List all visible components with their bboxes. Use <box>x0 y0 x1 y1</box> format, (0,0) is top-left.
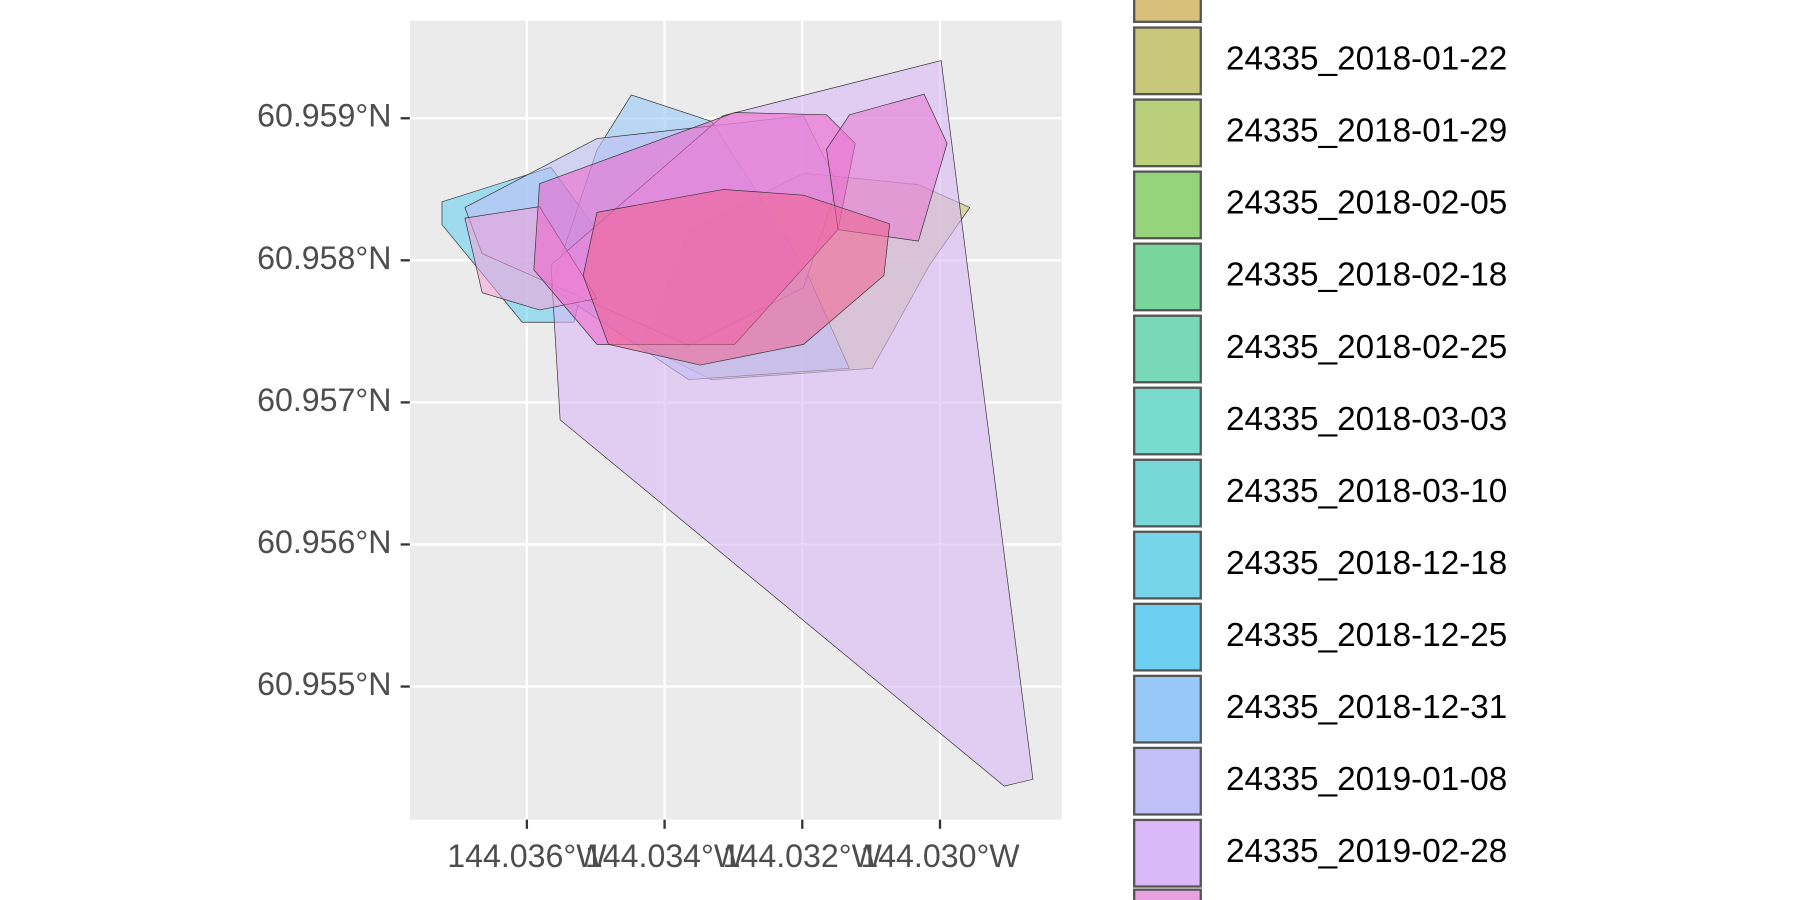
y-tick-label: 60.958°N <box>257 240 391 276</box>
legend-swatch <box>1133 674 1202 744</box>
polygon <box>582 189 891 366</box>
legend-label: 24335_2018-01-22 <box>1226 41 1507 78</box>
y-tick-label: 60.959°N <box>257 98 391 134</box>
legend-label: 24335_2018-01-29 <box>1226 113 1507 150</box>
legend-swatch <box>1133 0 1202 23</box>
legend-swatch <box>1133 242 1202 312</box>
legend-swatch <box>1133 888 1202 900</box>
legend: 24335_2018-01-22 24335_2018-01-29 24335_20… <box>1133 0 1507 900</box>
y-tick-label: 60.956°N <box>257 524 391 560</box>
legend-label: 24335_2018-12-31 <box>1226 689 1507 726</box>
legend-swatch <box>1133 26 1202 96</box>
legend-label: 24335_2018-02-05 <box>1226 185 1507 222</box>
legend-label: 24335_2018-02-18 <box>1226 257 1507 294</box>
legend-swatch <box>1133 170 1202 240</box>
legend-swatch <box>1133 458 1202 528</box>
legend-swatch <box>1133 98 1202 168</box>
legend-swatch <box>1133 314 1202 384</box>
legend-label: 24335_2018-03-10 <box>1226 473 1507 510</box>
y-tick-label: 60.955°N <box>257 666 391 702</box>
polygon <box>826 93 948 242</box>
y-tick-label: 60.957°N <box>257 382 391 418</box>
x-tick-label: 144.034°W <box>585 838 745 874</box>
legend-swatch <box>1133 386 1202 456</box>
legend-swatch <box>1133 746 1202 816</box>
later-polygons <box>464 93 948 366</box>
x-tick-label: 144.032°W <box>723 838 883 874</box>
legend-label: 24335_2019-02-28 <box>1226 833 1507 870</box>
legend-label: 24335_2018-12-25 <box>1226 617 1507 654</box>
x-tick-label: 144.030°W <box>860 838 1020 874</box>
legend-label: 24335_2018-02-25 <box>1226 329 1507 366</box>
legend-label: 24335_2019-01-08 <box>1226 761 1507 798</box>
legend-label: 24335_2018-03-03 <box>1226 401 1507 438</box>
legend-swatch <box>1133 602 1202 672</box>
x-tick-label: 144.036°W <box>447 838 607 874</box>
legend-swatch <box>1133 818 1202 888</box>
legend-label: 24335_2018-12-18 <box>1226 545 1507 582</box>
legend-swatch <box>1133 530 1202 600</box>
